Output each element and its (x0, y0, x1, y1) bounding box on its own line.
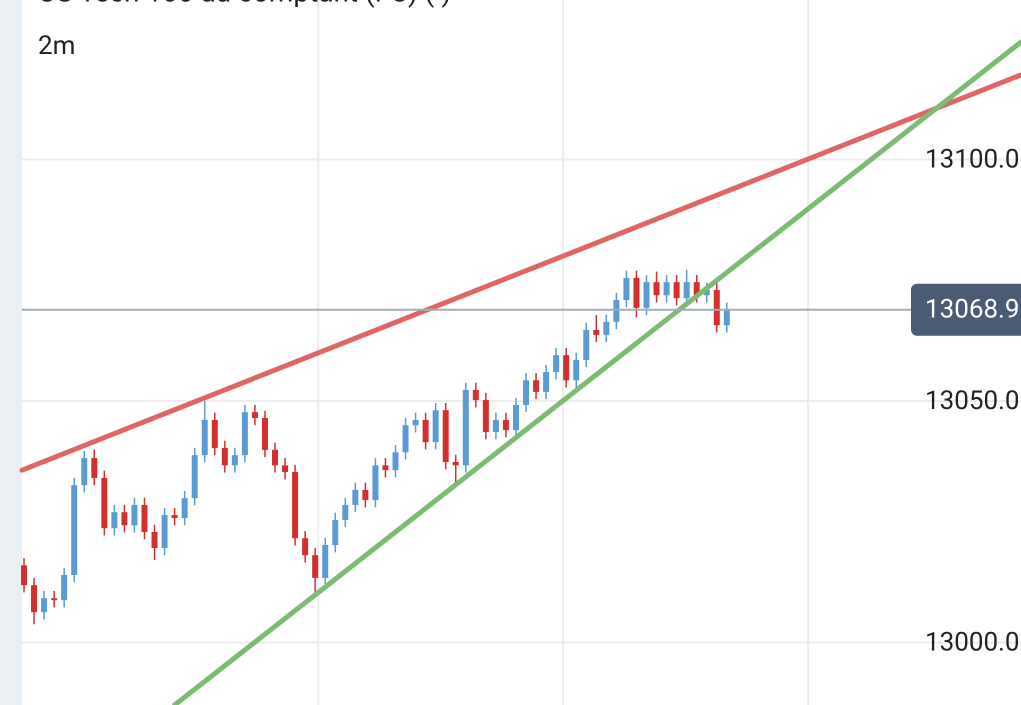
candle-body (261, 417, 268, 450)
candle-body (352, 489, 359, 505)
candle-body (81, 458, 88, 486)
candle-body (563, 355, 570, 381)
candle-body (141, 504, 148, 533)
candle-body (181, 498, 188, 518)
candle-body (362, 489, 369, 501)
candle-body (51, 598, 58, 601)
candle-body (131, 504, 138, 526)
candle-body (171, 515, 178, 518)
candle-body (673, 282, 680, 299)
candle-body (402, 425, 409, 453)
candle-body (292, 472, 299, 539)
candle-body (322, 545, 329, 578)
chart-title: US Tech 100 au comptant (FC) (·) (38, 0, 451, 8)
candle-body (41, 598, 48, 613)
candle-body (342, 504, 349, 520)
candle-body (282, 465, 289, 473)
candle-body (683, 282, 690, 299)
candle-body (543, 372, 550, 392)
candle-body (392, 452, 399, 471)
timeframe: 2m (38, 31, 75, 61)
candle-body (71, 485, 78, 576)
candle-body (251, 412, 258, 418)
candle-body (523, 380, 530, 405)
candle-body (583, 330, 590, 360)
candle-body (151, 532, 158, 548)
candle-body (593, 330, 600, 335)
candle-body (312, 555, 319, 578)
candle-body (121, 512, 128, 526)
candle-body (372, 465, 379, 501)
candle-body (472, 389, 479, 401)
y-tick-label: 13000.0 (925, 628, 1020, 658)
candle-body (101, 477, 108, 529)
candle-body (21, 565, 28, 586)
candle-body (221, 447, 228, 466)
y-tick-label: 13050.0 (925, 386, 1020, 416)
candle-body (442, 410, 449, 462)
candle-body (452, 461, 459, 466)
candle-body (382, 465, 389, 471)
candle-body (533, 380, 540, 392)
candle-body (653, 282, 660, 296)
candle-body (412, 419, 419, 426)
candle-body (111, 512, 118, 529)
candle-body (201, 419, 208, 456)
candle-body (482, 400, 489, 432)
trend-line (172, 39, 1021, 705)
candle-body (231, 455, 238, 466)
candle-body (432, 410, 439, 443)
candle-body (643, 282, 650, 308)
candle-body (332, 519, 339, 546)
candle-body (603, 321, 610, 335)
candle-body (703, 289, 710, 296)
candle-body (161, 515, 168, 548)
candle-body (272, 449, 279, 466)
candle-body (492, 419, 499, 432)
candle-body (573, 359, 580, 381)
candle-body (693, 282, 700, 296)
candle-body (31, 585, 38, 613)
candle-body (512, 404, 519, 431)
candle-body (633, 277, 640, 308)
candle-body (61, 575, 68, 601)
candle-body (302, 538, 309, 556)
candle-body (663, 282, 670, 296)
candle-body (613, 300, 620, 322)
candle-body (462, 389, 469, 466)
candle-body (713, 289, 720, 326)
candle-body (502, 419, 509, 431)
candle-body (623, 277, 630, 301)
candle-body (241, 412, 248, 456)
candle-body (422, 419, 429, 443)
candle-body (723, 309, 730, 326)
trend-line (19, 72, 1021, 473)
last-price-badge (911, 283, 1021, 336)
last-price-label: 13068.9 (925, 295, 1020, 325)
candle-body (553, 355, 560, 373)
candle-body (191, 455, 198, 499)
y-tick-label: 13100.0 (925, 144, 1020, 174)
side-strip (0, 0, 22, 705)
candle-body (211, 419, 218, 448)
candle-body (91, 458, 98, 478)
